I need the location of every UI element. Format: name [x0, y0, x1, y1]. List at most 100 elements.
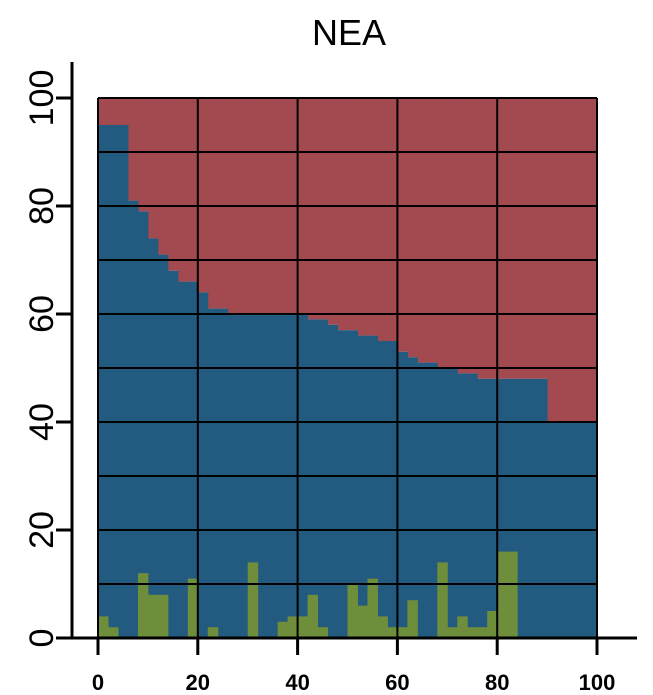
y-tick-label: 20 [23, 511, 61, 549]
grid-lines [97, 97, 598, 638]
y-tick-label: 40 [23, 403, 61, 441]
x-ticks-group: 0 20 40 60 80 100 [92, 638, 615, 695]
blue-bar [137, 211, 149, 638]
red-segment [317, 98, 329, 320]
green-bar [397, 627, 408, 638]
red-segment [387, 98, 398, 341]
green-bar [367, 578, 378, 638]
blue-bar [487, 378, 498, 638]
green-bar [317, 627, 329, 638]
red-segment [487, 98, 498, 379]
red-segment [217, 98, 229, 309]
x-tick-label: 0 [92, 670, 104, 695]
blue-bar [367, 335, 378, 638]
red-segment [177, 98, 189, 282]
x-tick-label: 20 [186, 670, 210, 695]
red-segment [377, 98, 388, 341]
blue-bar [337, 330, 348, 638]
blue-bar [327, 324, 339, 638]
blue-bar [477, 378, 488, 638]
blue-bar [177, 281, 189, 638]
green-bar [357, 605, 368, 638]
blue-bar [197, 292, 209, 638]
green-bar [307, 594, 319, 638]
blue-bar [397, 351, 408, 638]
red-segment [307, 98, 319, 320]
x-tick-label: 40 [285, 670, 309, 695]
axes [70, 62, 637, 640]
x-tick-label: 60 [385, 670, 409, 695]
y-ticks-group: 0 20 40 60 80 100 [23, 70, 72, 648]
blue-bar [347, 330, 358, 638]
red-segment [537, 98, 548, 379]
red-segment [187, 98, 199, 282]
red-segment [517, 98, 528, 379]
green-bars-group [98, 551, 518, 638]
blue-bar [537, 378, 548, 638]
blue-bar [187, 281, 199, 638]
blue-bar [427, 362, 438, 638]
red-segment [427, 98, 438, 363]
blue-bar [417, 362, 428, 638]
green-bar [407, 600, 418, 638]
chart-title: NEA [312, 12, 386, 53]
blue-bar [377, 341, 388, 638]
green-bar [297, 616, 309, 638]
red-segment [457, 98, 468, 374]
blue-bar [407, 357, 418, 638]
y-tick-label: 80 [23, 187, 61, 225]
blue-bar [467, 373, 478, 638]
red-segment [327, 98, 339, 325]
red-segment [107, 98, 119, 125]
blue-bar [117, 125, 129, 638]
blue-bar [317, 319, 329, 638]
green-bar [487, 611, 498, 638]
y-tick-label: 60 [23, 295, 61, 333]
red-segment [477, 98, 488, 379]
green-bar [137, 573, 149, 638]
red-segment [137, 98, 149, 212]
blue-bar [507, 378, 518, 638]
y-tick-label: 0 [23, 629, 61, 648]
blue-bar [107, 125, 119, 638]
red-segment [157, 98, 169, 255]
blue-bar [387, 341, 398, 638]
x-tick-label: 80 [485, 670, 509, 695]
green-bar [437, 562, 448, 638]
blue-bar [157, 254, 169, 638]
x-tick-label: 100 [579, 670, 616, 695]
red-segment [507, 98, 518, 379]
green-bar [447, 627, 458, 638]
red-segment [337, 98, 348, 331]
red-segment [127, 98, 139, 201]
red-segment [197, 98, 209, 293]
red-segment [117, 98, 129, 125]
blue-bar [447, 368, 458, 638]
green-bar [467, 627, 478, 638]
green-bar [107, 627, 119, 638]
red-segment [467, 98, 478, 374]
blue-bar [147, 238, 159, 638]
red-segment [167, 98, 179, 271]
blue-bar [497, 378, 508, 638]
blue-bar [527, 378, 538, 638]
red-segment [397, 98, 408, 352]
red-segment [527, 98, 538, 379]
green-bar [147, 594, 159, 638]
red-segment [147, 98, 159, 239]
green-bar [387, 627, 398, 638]
red-segment [98, 98, 109, 125]
green-bar [477, 627, 488, 638]
blue-bar [127, 200, 139, 638]
green-bar [507, 551, 518, 638]
blue-bar [217, 308, 229, 638]
blue-bar [98, 125, 109, 638]
red-segment [447, 98, 458, 368]
y-tick-label: 100 [23, 70, 61, 127]
green-bar [377, 616, 388, 638]
red-segment [207, 98, 219, 309]
red-segment [407, 98, 418, 358]
red-segment [367, 98, 378, 336]
blue-bar [307, 319, 319, 638]
